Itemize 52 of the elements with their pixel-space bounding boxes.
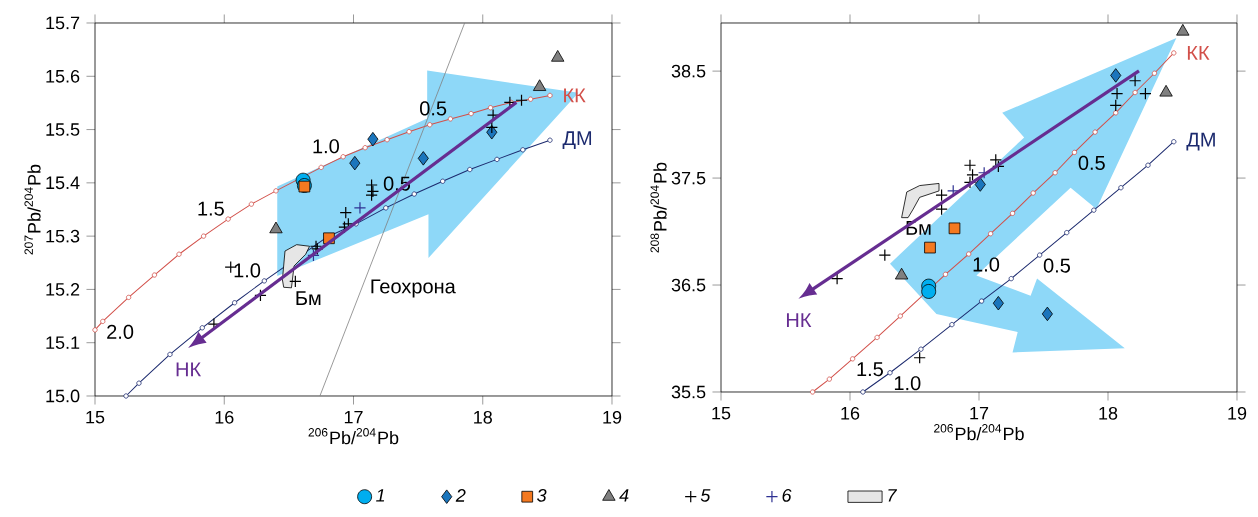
annotation: НК <box>176 362 201 377</box>
legend-label: 5 <box>700 489 711 502</box>
y-axis-title: $^{207}$Pb/$^{204}$Pb <box>24 164 41 255</box>
y-tick-label: 15.1 <box>46 336 80 349</box>
y-tick-label: 15.6 <box>46 69 80 83</box>
x-tick-label: 17 <box>344 410 363 424</box>
legend-label: 3 <box>537 489 547 502</box>
annotation: 0.5 <box>1043 258 1070 273</box>
legend-label: 4 <box>619 489 629 502</box>
annotation: 2.0 <box>107 324 134 339</box>
x-tick-label: 18 <box>1099 406 1118 420</box>
annotation: 1.5 <box>198 201 224 216</box>
x-tick-label: 19 <box>603 410 622 424</box>
x-tick-label: 18 <box>474 410 492 424</box>
legend-label: 7 <box>888 489 898 502</box>
x-tick-label: 16 <box>215 410 234 424</box>
y-tick-label: 36.5 <box>671 278 706 292</box>
annotation: Геохрона <box>371 279 456 298</box>
y-tick-label: 15.7 <box>46 16 80 30</box>
legend-label: 6 <box>782 489 792 502</box>
series-label: КК <box>564 88 586 103</box>
y-tick-label: 15.4 <box>46 176 80 190</box>
annotation: 0.5 <box>383 176 411 191</box>
legend-label: 1 <box>376 489 385 502</box>
y-tick-label: 37.5 <box>671 171 706 185</box>
annotation: 0.5 <box>1078 155 1105 170</box>
x-tick-label: 16 <box>841 406 860 420</box>
y-tick-label: 15.5 <box>46 123 80 136</box>
series-label: ДМ <box>562 131 592 150</box>
series-label: ДМ <box>1186 132 1215 151</box>
annotation: 1.0 <box>973 257 1000 272</box>
x-tick-label: 15 <box>86 410 105 424</box>
annotation: 1.5 <box>857 362 883 377</box>
x-axis-title: $^{206}$Pb/$^{204}$Pb <box>934 424 1024 441</box>
x-axis-title: $^{206}$Pb/$^{204}$Pb <box>308 428 399 445</box>
x-tick-label: 15 <box>712 406 731 420</box>
y-tick-label: 38.5 <box>671 64 706 78</box>
series-label: КК <box>1187 46 1210 60</box>
annotation: 1.0 <box>894 376 921 391</box>
annotation: НК <box>786 313 812 327</box>
x-tick-label: 19 <box>1228 406 1247 420</box>
y-tick-label: 15.2 <box>46 283 80 296</box>
y-tick-label: 35.5 <box>671 385 706 399</box>
annotation: Бм <box>296 291 321 305</box>
y-tick-label: 15.3 <box>46 229 80 243</box>
legend-label: 2 <box>455 489 466 502</box>
annotation: 1.0 <box>234 263 261 278</box>
y-axis-title: $^{208}$Pb/$^{204}$Pb <box>650 162 667 253</box>
annotation: 0.5 <box>420 101 447 116</box>
x-tick-label: 17 <box>970 406 989 420</box>
annotation: 1.0 <box>313 139 339 154</box>
y-tick-label: 15.0 <box>46 389 80 403</box>
